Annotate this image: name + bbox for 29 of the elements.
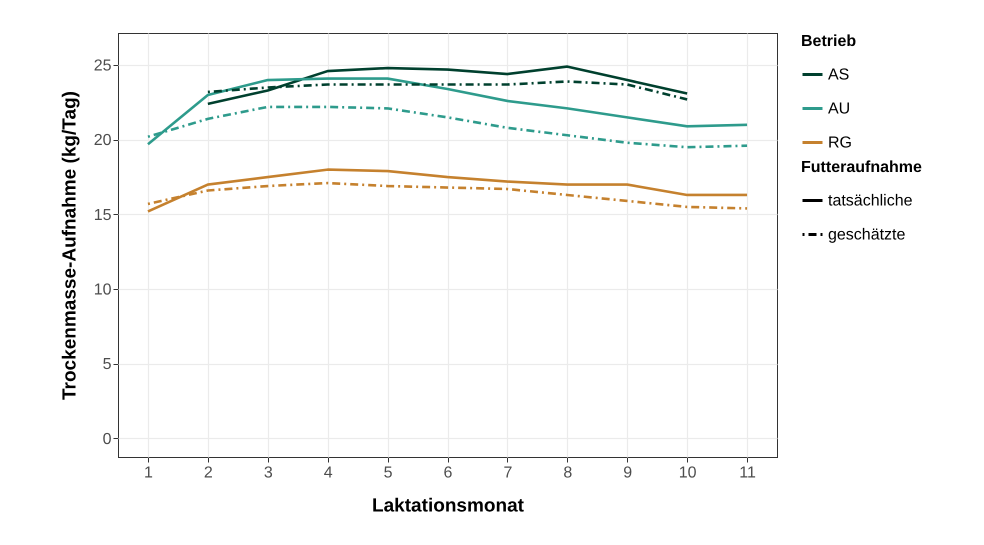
line-series [146, 168, 748, 213]
legend-label: AS [828, 66, 850, 84]
x-tick-label: 2 [204, 464, 213, 482]
line-series [206, 65, 688, 106]
x-tick-label: 9 [623, 464, 632, 482]
y-tick-label: 5 [102, 356, 112, 374]
x-tick-label: 8 [563, 464, 572, 482]
text: Futteraufnahme [801, 159, 922, 176]
legend-title: Betrieb [801, 33, 856, 50]
y-tick-label: 0 [102, 430, 112, 448]
y-tick-label: 25 [94, 58, 112, 75]
y-axis-title: Trockenmasse-Aufnahme (kg/Tag) [60, 90, 81, 400]
x-tick-label: 1 [144, 464, 153, 482]
x-tick-label: 3 [264, 464, 273, 482]
legend-label: RG [828, 134, 852, 152]
y-tick-label: 20 [94, 132, 112, 150]
x-tick-label: 5 [384, 464, 393, 482]
x-tick-label: 4 [324, 464, 333, 482]
y-tick-label: 15 [94, 206, 112, 224]
legend-label: AU [828, 100, 850, 118]
x-tick-label: 6 [444, 464, 453, 482]
y-tick-label: 10 [94, 282, 112, 299]
line-series [146, 77, 748, 146]
x-tick-label: 10 [678, 464, 697, 482]
x-tick-label: 7 [503, 464, 512, 482]
text: tatsächliche [828, 192, 913, 210]
x-tick-label: 11 [739, 464, 756, 482]
x-axis-title: Laktationsmonat [372, 496, 525, 516]
text: geschätzte [828, 226, 906, 244]
